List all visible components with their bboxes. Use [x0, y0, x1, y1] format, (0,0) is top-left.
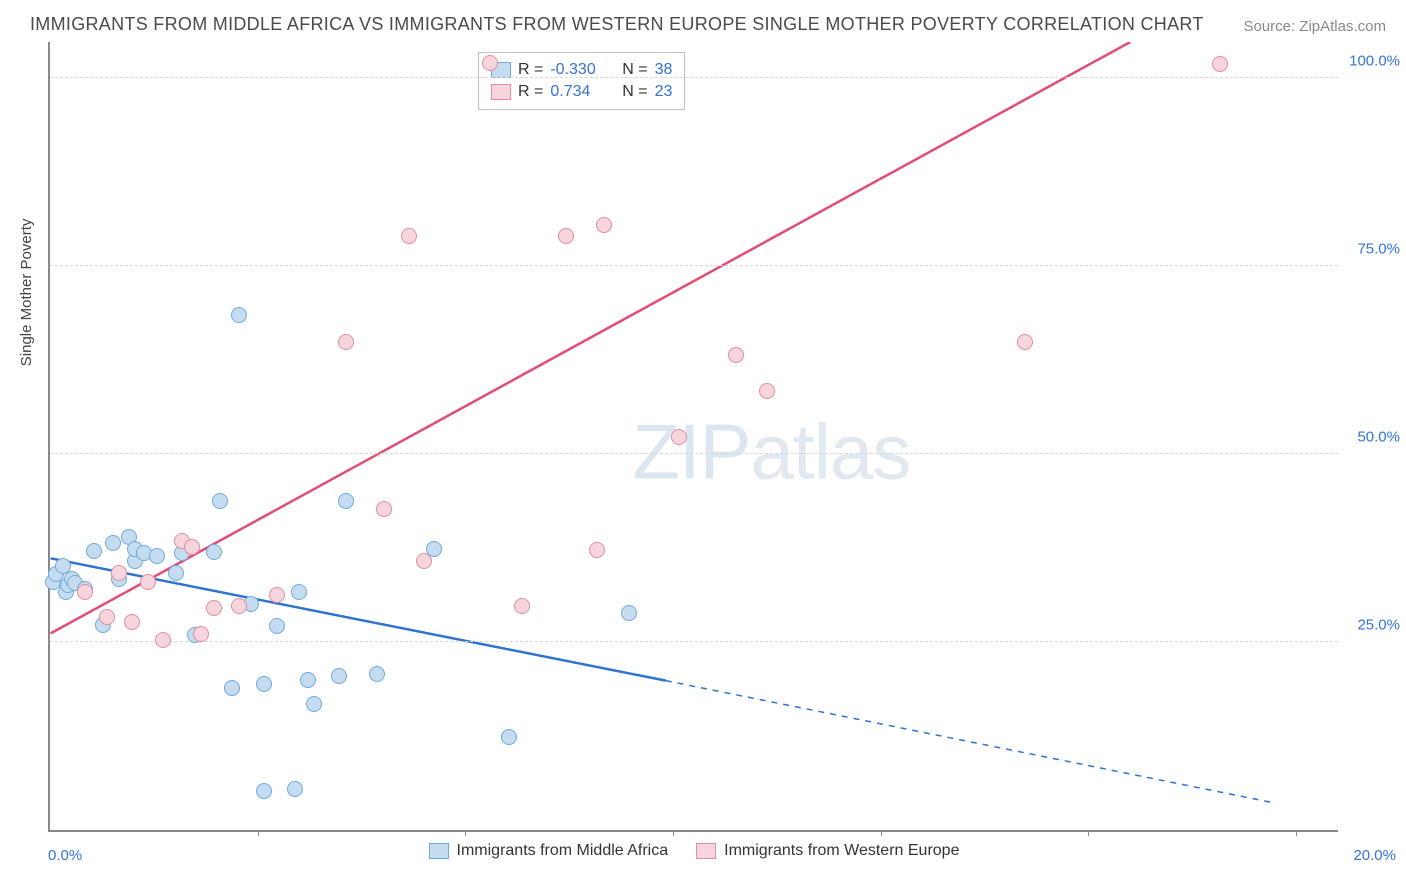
legend-swatch-icon: [491, 84, 511, 100]
scatter-point: [184, 539, 200, 555]
scatter-point: [1212, 56, 1228, 72]
x-tick: [1088, 830, 1089, 836]
scatter-point: [416, 553, 432, 569]
x-axis-max-label: 20.0%: [1353, 847, 1396, 864]
legend-row: R = -0.330 N = 38: [491, 59, 672, 81]
correlation-legend: R = -0.330 N = 38R = 0.734 N = 23: [478, 52, 685, 110]
watermark: ZIPatlas: [632, 406, 910, 497]
scatter-point: [331, 668, 347, 684]
scatter-point: [291, 584, 307, 600]
scatter-point: [759, 383, 775, 399]
scatter-point: [105, 535, 121, 551]
plot-area: ZIPatlas R = -0.330 N = 38R = 0.734 N = …: [48, 42, 1338, 832]
scatter-point: [99, 609, 115, 625]
scatter-point: [231, 598, 247, 614]
y-tick-label: 100.0%: [1344, 52, 1400, 69]
x-tick: [465, 830, 466, 836]
trend-lines: [50, 42, 1338, 830]
scatter-point: [338, 493, 354, 509]
scatter-point: [206, 544, 222, 560]
scatter-point: [1017, 334, 1033, 350]
scatter-point: [728, 347, 744, 363]
scatter-point: [231, 307, 247, 323]
x-tick: [673, 830, 674, 836]
gridline: [50, 77, 1338, 78]
scatter-point: [193, 626, 209, 642]
x-tick: [258, 830, 259, 836]
source-label: Source: ZipAtlas.com: [1243, 18, 1386, 35]
scatter-point: [111, 565, 127, 581]
scatter-point: [155, 632, 171, 648]
scatter-point: [224, 680, 240, 696]
y-axis-label: Single Mother Poverty: [18, 219, 35, 367]
gridline: [50, 265, 1338, 266]
scatter-point: [256, 676, 272, 692]
scatter-point: [338, 334, 354, 350]
scatter-point: [212, 493, 228, 509]
scatter-point: [501, 729, 517, 745]
scatter-point: [558, 228, 574, 244]
scatter-point: [482, 55, 498, 71]
scatter-point: [140, 574, 156, 590]
chart-title: IMMIGRANTS FROM MIDDLE AFRICA VS IMMIGRA…: [30, 14, 1204, 35]
scatter-point: [589, 542, 605, 558]
scatter-point: [306, 696, 322, 712]
scatter-point: [401, 228, 417, 244]
scatter-point: [269, 618, 285, 634]
scatter-point: [596, 217, 612, 233]
y-tick-label: 50.0%: [1344, 428, 1400, 445]
scatter-point: [621, 605, 637, 621]
series-legend-item: Immigrants from Western Europe: [696, 842, 959, 860]
scatter-point: [206, 600, 222, 616]
scatter-point: [86, 543, 102, 559]
legend-swatch-icon: [429, 843, 449, 859]
scatter-point: [300, 672, 316, 688]
scatter-point: [671, 429, 687, 445]
scatter-point: [168, 565, 184, 581]
scatter-point: [149, 548, 165, 564]
scatter-point: [376, 501, 392, 517]
scatter-point: [124, 614, 140, 630]
legend-swatch-icon: [696, 843, 716, 859]
series-legend: Immigrants from Middle Africa Immigrants …: [50, 842, 1338, 864]
scatter-point: [77, 584, 93, 600]
y-tick-label: 25.0%: [1344, 616, 1400, 633]
series-legend-item: Immigrants from Middle Africa: [429, 842, 669, 860]
x-tick: [881, 830, 882, 836]
scatter-point: [269, 587, 285, 603]
y-tick-label: 75.0%: [1344, 240, 1400, 257]
x-axis-min-label: 0.0%: [48, 847, 82, 864]
scatter-point: [514, 598, 530, 614]
scatter-point: [256, 783, 272, 799]
gridline: [50, 453, 1338, 454]
x-tick: [1296, 830, 1297, 836]
gridline: [50, 641, 1338, 642]
legend-row: R = 0.734 N = 23: [491, 81, 672, 103]
scatter-point: [287, 781, 303, 797]
scatter-point: [369, 666, 385, 682]
